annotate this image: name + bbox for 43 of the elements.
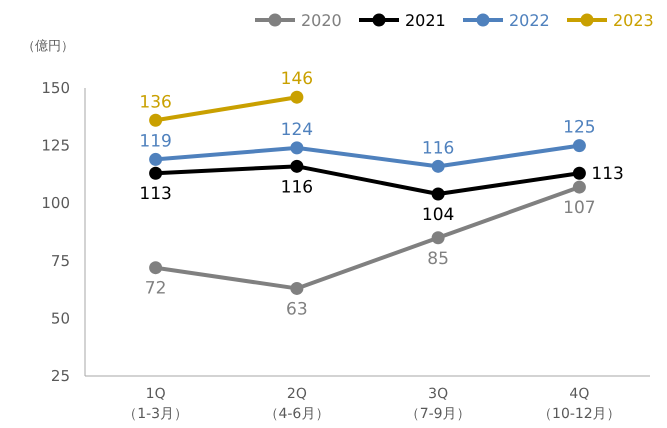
data-label: 85 [427, 248, 449, 269]
point [290, 282, 304, 295]
x-tick-label: 2Q （4-6月） [264, 386, 330, 422]
data-label: 116 [422, 138, 454, 158]
legend-label: 2020 [301, 11, 342, 30]
y-tick-label: 125 [41, 136, 70, 155]
data-label: 113 [591, 164, 624, 184]
legend-label: 2021 [405, 11, 446, 30]
data-label: 125 [563, 118, 596, 138]
legend-label: 2023 [613, 11, 654, 30]
y-tick-label: 150 [41, 79, 70, 97]
point [290, 160, 304, 173]
point [149, 166, 162, 180]
point [290, 90, 304, 104]
point [572, 139, 586, 152]
point [290, 141, 304, 154]
point [432, 187, 445, 200]
legend-label: 2022 [509, 11, 550, 30]
point [149, 152, 162, 166]
x-tick-label: 3Q （7-9月） [406, 386, 471, 422]
data-label: 63 [286, 299, 308, 320]
point [432, 231, 445, 244]
y-tick-label: 75 [50, 252, 70, 270]
data-label: 72 [144, 278, 166, 299]
y-tick-label: 25 [50, 367, 70, 385]
data-label: 104 [422, 204, 454, 225]
data-label: 107 [563, 198, 596, 218]
point [149, 261, 162, 274]
data-label: 119 [139, 131, 172, 152]
x-tick-label: 1Q （1-3月） [123, 386, 188, 422]
y-axis-title: （億円） [22, 39, 74, 54]
data-label: 116 [280, 177, 314, 198]
y-tick-label: 100 [41, 194, 70, 212]
point [149, 114, 162, 127]
point [432, 160, 445, 173]
point [572, 180, 586, 194]
data-label: 146 [280, 69, 314, 90]
data-label: 113 [139, 184, 172, 204]
x-tick-label: 4Q （10-12月） [538, 386, 621, 422]
data-label: 124 [280, 120, 314, 140]
y-tick-label: 50 [50, 309, 70, 328]
point [572, 166, 586, 180]
data-label: 136 [139, 92, 172, 112]
